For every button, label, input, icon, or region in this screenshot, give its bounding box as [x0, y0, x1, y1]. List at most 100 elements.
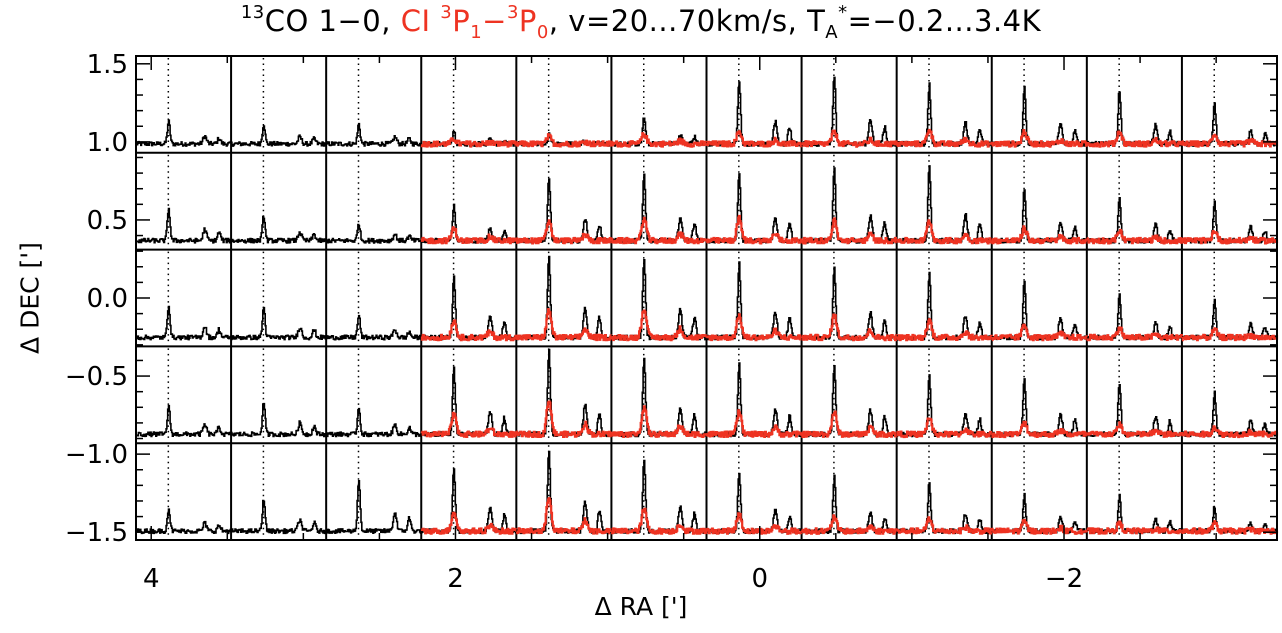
spectrum-ci — [706, 130, 803, 148]
spectrum-ci — [801, 514, 898, 535]
spectrum-ci — [516, 308, 613, 342]
y-tick-label: 1.5 — [87, 50, 128, 80]
spectrum-13co — [421, 203, 518, 244]
y-tick-label: −1.5 — [65, 518, 128, 548]
spectrum-13co — [136, 404, 232, 438]
y-tick-label: 0.5 — [87, 206, 128, 236]
spectrum-ci — [420, 411, 518, 438]
spectrum-ci — [420, 137, 518, 148]
spectrum-13co — [136, 119, 232, 147]
spectrum-13co — [516, 348, 613, 438]
spectrum-ci — [991, 420, 1088, 439]
spectrum-ci — [706, 214, 803, 245]
spectrum-13co — [231, 499, 327, 535]
spectrum-13co — [706, 81, 803, 147]
spectrum-13co — [896, 374, 993, 438]
spectrum-13co — [896, 271, 993, 341]
spectrum-ci — [991, 129, 1088, 148]
spectrum-ci — [1181, 520, 1279, 535]
spectrum-ci — [611, 216, 708, 245]
spectrum-ci — [1086, 326, 1183, 342]
x-axis-label: Δ RA ['] — [594, 592, 688, 621]
spectrum-13co — [991, 189, 1088, 244]
spectrum-13co — [231, 306, 327, 341]
spectrum-13co — [706, 472, 803, 534]
spectrum-ci — [896, 219, 993, 245]
spectrum-13co — [706, 173, 803, 244]
x-tick-label: −2 — [1045, 564, 1083, 594]
spectrum-ci — [1086, 421, 1183, 438]
spectrum-13co — [611, 459, 708, 534]
y-tick-label: 1.0 — [87, 128, 128, 158]
spectrum-ci — [611, 507, 708, 535]
spectrum-ci — [611, 309, 708, 342]
spectrum-ci — [1181, 425, 1279, 439]
spectrum-13co — [1181, 200, 1278, 244]
spectrum-13co — [231, 125, 327, 147]
spectrum-ci — [896, 516, 993, 535]
spectrum-13co — [326, 480, 422, 534]
spectrum-13co — [326, 407, 422, 438]
spectrum-13co — [801, 474, 898, 534]
spectrum-13co — [516, 255, 613, 341]
spectrum-ci — [706, 512, 803, 535]
spectrum-13co — [706, 362, 803, 438]
spectrum-ci — [611, 405, 708, 438]
spectrum-13co — [421, 468, 518, 535]
spectrum-13co — [516, 178, 613, 244]
spectrum-ci — [1181, 230, 1279, 245]
spectrum-ci — [516, 400, 613, 438]
spectrum-13co — [1086, 197, 1183, 244]
spectrum-ci — [611, 132, 708, 148]
spectrum-13co — [326, 314, 422, 341]
spectrum-13co — [896, 165, 993, 244]
spectrum-ci — [801, 313, 898, 342]
spectrum-13co — [1181, 102, 1278, 147]
spectrum-13co — [1086, 293, 1183, 341]
spectrum-ci — [896, 128, 993, 148]
spectrum-13co — [1086, 384, 1183, 438]
spectrum-13co — [231, 215, 327, 244]
spectrum-13co — [326, 223, 422, 244]
spectrum-ci — [801, 217, 898, 245]
spectrum-ci — [1181, 133, 1279, 148]
spectrum-13co — [231, 402, 327, 438]
spectrum-ci — [896, 417, 993, 439]
spectrum-13co — [1181, 390, 1278, 438]
spectrum-13co — [801, 266, 898, 341]
spectrum-ci — [706, 409, 803, 438]
chart-title: 13CO 1−0, CI 3P1−3P0, v=20...70km/s, TA*… — [240, 2, 1042, 43]
x-tick-label: 4 — [143, 564, 160, 594]
x-tick-label: 0 — [751, 564, 768, 594]
spectrum-13co — [136, 207, 232, 244]
spectrum-13co — [991, 378, 1088, 438]
spectrum-13co — [516, 450, 613, 535]
spectrum-ci — [516, 497, 613, 535]
spectrum-ci — [1086, 130, 1183, 148]
spectrum-ci — [801, 129, 898, 148]
spectrum-ci — [801, 410, 898, 438]
spectrum-13co — [991, 85, 1088, 147]
spectrum-13co — [801, 365, 898, 438]
y-tick-label: 0.0 — [87, 284, 128, 314]
spectrum-13co — [136, 305, 232, 341]
spectrum-ci — [420, 319, 518, 342]
spectrum-13co — [421, 275, 518, 341]
spectrum-ci — [516, 133, 613, 148]
spectrum-ci — [991, 225, 1088, 245]
spectrum-13co — [611, 173, 708, 244]
spectrum-13co — [326, 122, 422, 147]
spectrum-ci — [896, 318, 993, 342]
spectrum-13co — [136, 508, 232, 535]
ci-title-part: CI 3P1−3P0 — [400, 2, 549, 43]
spectrum-13co — [896, 82, 993, 147]
spectrum-13co — [611, 357, 708, 438]
spectrum-ci — [706, 313, 803, 342]
spectrum-13co — [1181, 298, 1278, 341]
y-tick-label: −1.0 — [65, 440, 128, 470]
spectrum-13co — [896, 482, 993, 535]
spectrum-ci — [1086, 520, 1183, 535]
spectrum-13co — [706, 261, 803, 341]
spectrum-13co — [801, 76, 898, 147]
